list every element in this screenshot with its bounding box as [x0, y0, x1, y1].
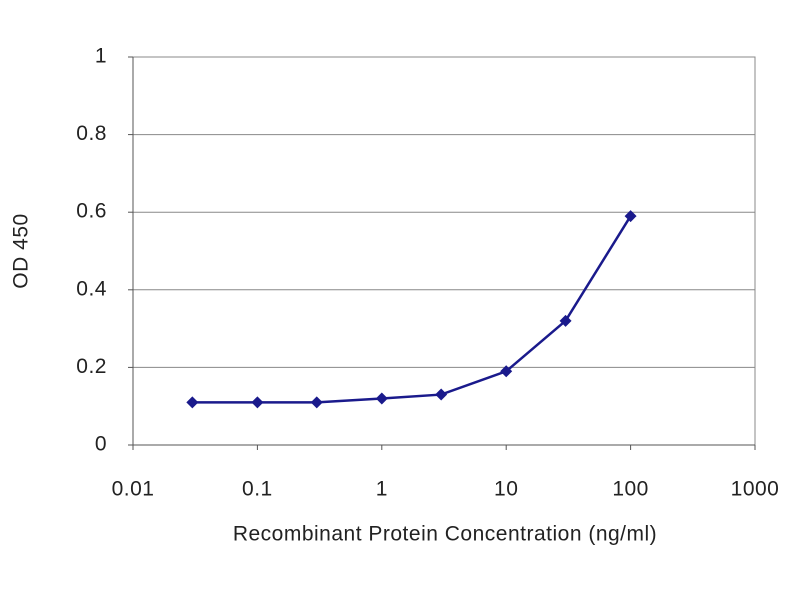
data-point [559, 314, 572, 327]
y-axis-title: OD 450 [10, 213, 33, 288]
data-point [310, 396, 323, 409]
x-tick-label: 100 [612, 478, 649, 501]
data-point [186, 396, 199, 409]
y-tick-label: 0.2 [76, 355, 107, 378]
data-point [624, 210, 637, 223]
x-tick-label: 0.1 [242, 478, 273, 501]
data-point [435, 388, 448, 401]
x-tick-label: 1 [376, 478, 388, 501]
data-point [375, 392, 388, 405]
y-tick-label: 0.4 [76, 277, 107, 300]
x-tick-label: 0.01 [112, 478, 155, 501]
plot-area [132, 56, 756, 446]
data-point [500, 365, 513, 378]
y-tick-label: 0.6 [76, 200, 107, 223]
data-point [251, 396, 264, 409]
y-tick-label: 0 [95, 433, 107, 456]
y-tick-label: 1 [95, 45, 107, 68]
x-tick-label: 10 [494, 478, 518, 501]
data-line [192, 215, 632, 404]
x-tick-label: 1000 [731, 478, 780, 501]
y-tick-label: 0.8 [76, 122, 107, 145]
x-axis-title: Recombinant Protein Concentration (ng/ml… [233, 523, 657, 546]
